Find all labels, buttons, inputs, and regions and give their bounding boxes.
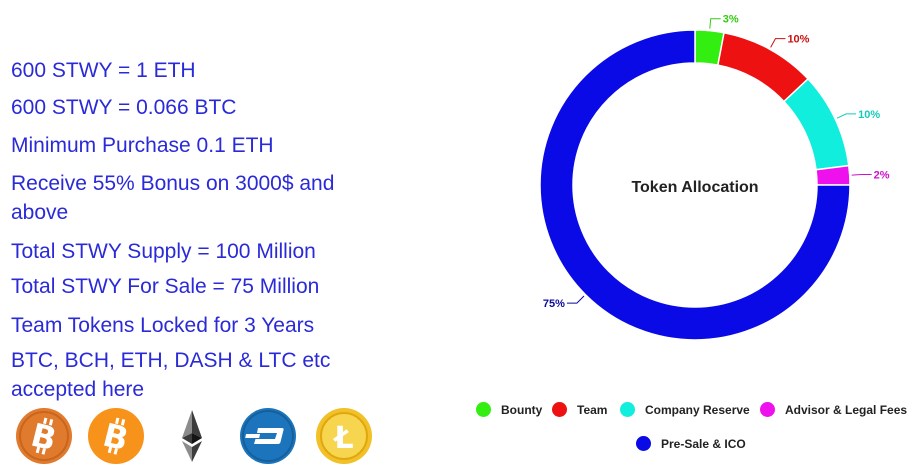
slice-leader-line bbox=[566, 295, 585, 304]
legend-item-advisor-legal-fees[interactable]: Advisor & Legal Fees bbox=[760, 402, 907, 417]
chart-title: Token Allocation bbox=[631, 179, 758, 196]
legend-swatch bbox=[760, 402, 775, 417]
token-allocation-chart: 3% 10% 10% 2% 75% Token Allocation bbox=[520, 0, 912, 476]
legend-item-team[interactable]: Team bbox=[552, 402, 607, 417]
legend-swatch bbox=[552, 402, 567, 417]
legend-swatch bbox=[620, 402, 635, 417]
legend-item-bounty[interactable]: Bounty bbox=[476, 402, 542, 417]
accepted-coins-row: B B bbox=[14, 406, 374, 466]
ethereum-icon bbox=[162, 406, 222, 466]
legend-label: Team bbox=[577, 402, 608, 417]
slice-leader-line bbox=[770, 38, 786, 48]
slice-percent-label: 10% bbox=[858, 109, 880, 121]
donut-chart: 3% 10% 10% 2% 75% Token Allocation bbox=[539, 14, 890, 341]
donut-slice-company-reserve[interactable] bbox=[782, 77, 850, 171]
slice-percent-label: 3% bbox=[723, 14, 739, 26]
accepted-currencies-line: BTC, BCH, ETH, DASH & LTC etc accepted h… bbox=[11, 349, 331, 401]
team-lock-line: Team Tokens Locked for 3 Years bbox=[11, 314, 315, 337]
legend-item-pre-sale-ico[interactable]: Pre-Sale & ICO bbox=[636, 436, 746, 451]
bonus-line: Receive 55% Bonus on 3000$ and above bbox=[11, 172, 335, 224]
legend-label: Pre-Sale & ICO bbox=[661, 436, 746, 451]
donut-slice-pre-sale-ico[interactable] bbox=[539, 29, 851, 341]
bitcoin-icon: B bbox=[14, 406, 74, 466]
legend-swatch bbox=[636, 436, 651, 451]
slice-leader-line bbox=[851, 174, 872, 176]
legend-label: Bounty bbox=[501, 402, 543, 417]
slice-leader-line bbox=[836, 113, 857, 119]
litecoin-icon: Ł bbox=[314, 406, 374, 466]
legend-label: Company Reserve bbox=[645, 402, 750, 417]
minimum-purchase-line: Minimum Purchase 0.1 ETH bbox=[11, 134, 274, 157]
slice-percent-label: 2% bbox=[874, 170, 890, 182]
rate-eth-line: 600 STWY = 1 ETH bbox=[11, 59, 196, 82]
chart-legend: Bounty Team Company Reserve Advisor & Le… bbox=[470, 396, 910, 456]
dash-icon bbox=[238, 406, 298, 466]
svg-text:Ł: Ł bbox=[332, 421, 353, 456]
slice-leader-line bbox=[709, 18, 721, 29]
slice-percent-label: 10% bbox=[787, 34, 809, 46]
slice-percent-label: 75% bbox=[543, 298, 565, 310]
legend-swatch bbox=[476, 402, 491, 417]
total-supply-line: Total STWY Supply = 100 Million bbox=[11, 240, 316, 263]
legend-label: Advisor & Legal Fees bbox=[785, 402, 908, 417]
rate-btc-line: 600 STWY = 0.066 BTC bbox=[11, 96, 237, 119]
bitcoin-cash-icon: B bbox=[86, 406, 146, 466]
total-for-sale-line: Total STWY For Sale = 75 Million bbox=[11, 275, 320, 298]
legend-item-company-reserve[interactable]: Company Reserve bbox=[620, 402, 750, 417]
donut-slice-advisor-legal-fees[interactable] bbox=[815, 164, 851, 186]
